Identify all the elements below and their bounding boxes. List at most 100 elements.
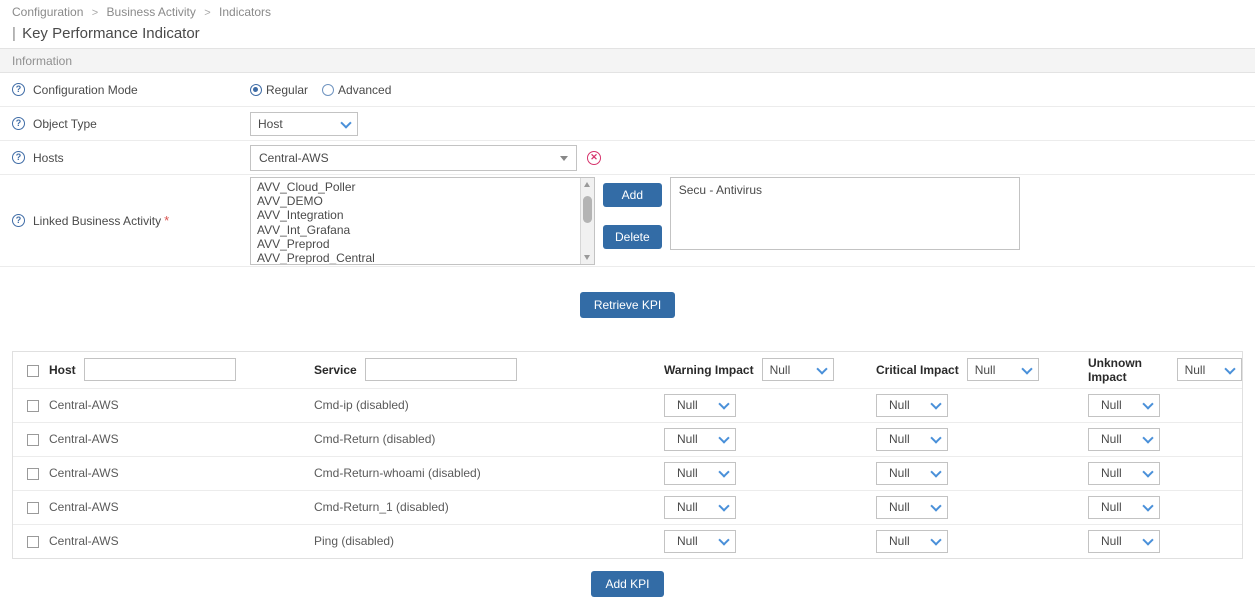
row-unknown-impact-select[interactable]: Null: [1088, 495, 1160, 519]
chevron-down-icon: [1142, 466, 1154, 478]
row-checkbox[interactable]: [27, 501, 39, 514]
row-critical-impact-select[interactable]: Null: [876, 461, 948, 485]
radio-advanced-indicator[interactable]: [322, 83, 335, 96]
row-unknown-impact-select[interactable]: Null: [1088, 529, 1160, 553]
row-unknown-impact-select[interactable]: Null: [1088, 393, 1160, 417]
help-icon[interactable]: ?: [12, 83, 25, 96]
list-item[interactable]: AVV_Preprod: [257, 237, 330, 252]
host-filter-cell: Host: [49, 352, 314, 388]
scrollbar-thumb[interactable]: [583, 195, 592, 223]
row-checkbox[interactable]: [27, 399, 39, 412]
breadcrumb-item-indicators[interactable]: Indicators: [219, 5, 272, 19]
retrieve-kpi-button[interactable]: Retrieve KPI: [579, 292, 676, 318]
row-warning-impact-select[interactable]: Null: [664, 427, 736, 451]
list-item[interactable]: AVV_Integration: [257, 208, 344, 223]
configuration-mode-field: Regular Advanced: [250, 83, 405, 97]
chevron-down-icon: [815, 363, 828, 375]
row-unknown-impact-select[interactable]: Null: [1088, 427, 1160, 451]
selected-activities-listbox[interactable]: Secu - Antivirus: [669, 176, 1020, 250]
list-item[interactable]: AVV_Preprod_Central: [257, 251, 375, 265]
host-column-header: Host: [49, 362, 76, 377]
object-type-select[interactable]: Host: [250, 111, 358, 136]
radio-option-advanced[interactable]: Advanced: [322, 83, 391, 97]
row-warning-impact-value: Null: [677, 398, 698, 412]
row-critical-impact-value: Null: [889, 500, 910, 514]
row-warning-impact-select[interactable]: Null: [664, 529, 736, 553]
row-unknown-impact-cell: Null: [1088, 388, 1242, 422]
radio-advanced-label: Advanced: [338, 82, 392, 97]
breadcrumb-separator: >: [91, 7, 99, 19]
hosts-select[interactable]: Central-AWS: [250, 144, 577, 171]
row-warning-impact-value: Null: [677, 500, 698, 514]
available-activities-listbox[interactable]: AVV_Cloud_Poller AVV_DEMO AVV_Integratio…: [250, 176, 595, 265]
service-filter-group: Service: [314, 358, 664, 382]
row-checkbox[interactable]: [27, 433, 39, 446]
row-unknown-impact-cell: Null: [1088, 422, 1242, 456]
breadcrumb-item-business-activity[interactable]: Business Activity: [106, 5, 196, 19]
clear-hosts-icon[interactable]: ✕: [587, 150, 601, 165]
list-item[interactable]: AVV_Int_Grafana: [257, 222, 351, 237]
object-type-value: Host: [258, 116, 283, 131]
breadcrumb-item-configuration[interactable]: Configuration: [12, 5, 84, 19]
warning-impact-column-header: Warning Impact: [664, 362, 754, 377]
row-host-cell: Central-AWS: [49, 466, 119, 480]
row-critical-impact-select[interactable]: Null: [876, 529, 948, 553]
row-critical-impact-select[interactable]: Null: [876, 393, 948, 417]
list-item[interactable]: Secu - Antivirus: [678, 182, 763, 197]
host-filter-input[interactable]: [83, 358, 236, 382]
row-critical-impact-select[interactable]: Null: [876, 495, 948, 519]
form-row-hosts: ? Hosts Central-AWS ✕: [0, 141, 1255, 175]
add-kpi-button[interactable]: Add KPI: [591, 571, 664, 597]
row-checkbox[interactable]: [27, 467, 39, 480]
chevron-down-icon: [560, 155, 568, 161]
row-select-cell: [13, 524, 49, 558]
hosts-field: Central-AWS ✕: [250, 144, 601, 171]
hosts-value: Central-AWS: [259, 150, 329, 165]
chevron-down-icon: [930, 432, 942, 444]
chevron-down-icon: [1021, 363, 1033, 375]
row-warning-impact-cell: Null: [664, 456, 876, 490]
chevron-down-icon: [718, 466, 730, 478]
unknown-impact-filter-value: Null: [1184, 362, 1206, 377]
table-row: Central-AWS Cmd-Return-whoami (disabled)…: [13, 456, 1242, 490]
row-critical-impact-value: Null: [889, 398, 910, 412]
help-icon[interactable]: ?: [12, 151, 25, 164]
row-unknown-impact-select[interactable]: Null: [1088, 461, 1160, 485]
select-all-checkbox[interactable]: [27, 364, 39, 377]
row-warning-impact-select[interactable]: Null: [664, 393, 736, 417]
configuration-mode-label: Configuration Mode: [33, 82, 138, 97]
list-item[interactable]: AVV_Cloud_Poller: [257, 179, 356, 194]
row-critical-impact-value: Null: [889, 432, 910, 446]
add-button[interactable]: Add: [603, 182, 662, 207]
chevron-down-icon: [718, 432, 730, 444]
warning-impact-filter-select[interactable]: Null: [761, 358, 834, 382]
radio-regular-label: Regular: [266, 82, 309, 97]
radio-option-regular[interactable]: Regular: [250, 83, 308, 97]
page-title: | Key Performance Indicator: [0, 19, 1255, 48]
row-checkbox[interactable]: [27, 536, 39, 549]
service-filter-input[interactable]: [364, 358, 517, 382]
help-icon[interactable]: ?: [12, 117, 25, 130]
hosts-label: Hosts: [33, 150, 64, 165]
row-warning-impact-select[interactable]: Null: [664, 461, 736, 485]
row-warning-impact-value: Null: [677, 534, 698, 549]
listbox-scrollbar[interactable]: [580, 177, 594, 264]
linked-business-activity-label-group: ? Linked Business Activity *: [12, 214, 250, 228]
row-warning-impact-value: Null: [677, 466, 698, 480]
help-icon[interactable]: ?: [12, 214, 25, 227]
unknown-impact-filter-select[interactable]: Null: [1176, 358, 1242, 382]
delete-button[interactable]: Delete: [603, 224, 662, 249]
radio-regular-indicator[interactable]: [250, 83, 262, 96]
scroll-up-icon[interactable]: [581, 177, 594, 191]
critical-impact-filter-select[interactable]: Null: [966, 358, 1039, 382]
retrieve-kpi-action-area: Retrieve KPI: [0, 267, 1255, 351]
dual-list-buttons: Add Delete: [603, 177, 662, 249]
row-select-cell: [13, 456, 49, 490]
list-item[interactable]: AVV_DEMO: [257, 193, 323, 208]
breadcrumb: Configuration > Business Activity > Indi…: [0, 0, 1255, 19]
row-service-cell: Cmd-Return_1 (disabled): [314, 500, 449, 514]
row-critical-impact-select[interactable]: Null: [876, 427, 948, 451]
scroll-down-icon[interactable]: [581, 250, 594, 264]
row-critical-impact-value: Null: [889, 534, 910, 549]
row-warning-impact-select[interactable]: Null: [664, 495, 736, 519]
